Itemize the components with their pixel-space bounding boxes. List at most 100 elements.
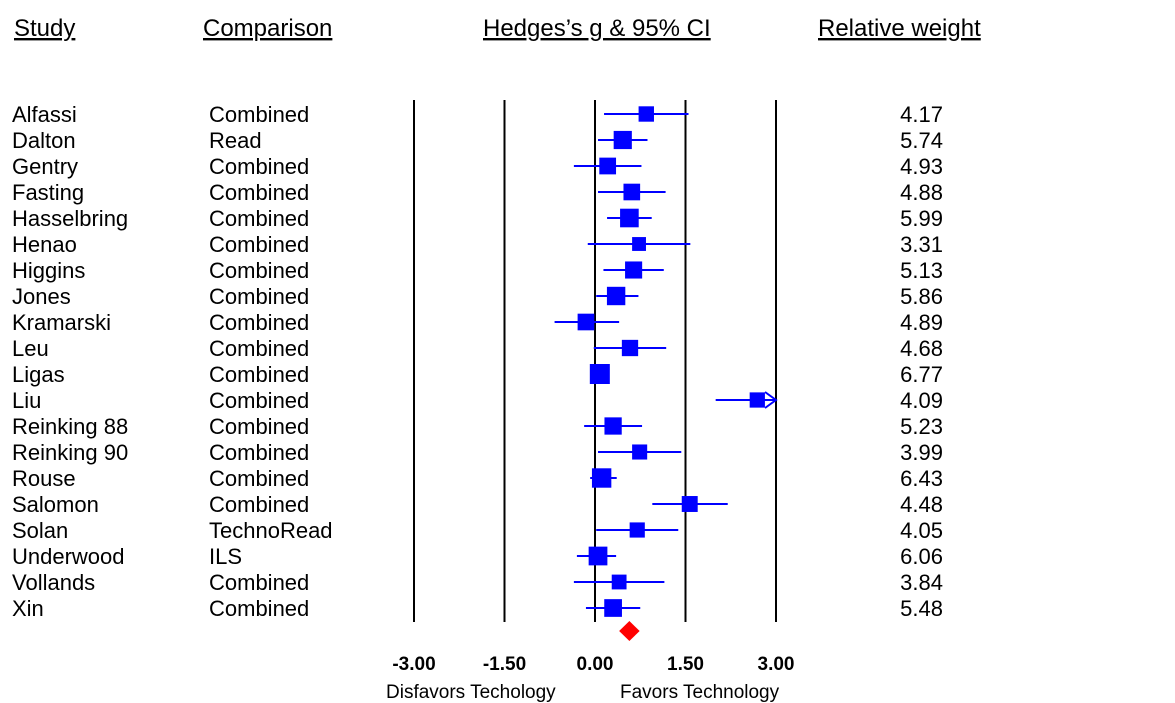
relative-weight: 5.23 <box>900 414 943 439</box>
study-row: Gentry Combined 4.93 <box>12 154 943 179</box>
relative-weight: 3.31 <box>900 232 943 257</box>
tick-label: 3.00 <box>758 654 795 675</box>
study-rows: Alfassi Combined 4.17 Dalton Read 5.74 Gentry C… <box>12 102 943 621</box>
study-name: Kramarski <box>12 310 111 335</box>
study-row: Liu Combined 4.09 <box>12 388 943 413</box>
comparison-label: Combined <box>209 466 309 491</box>
xlabel-disfavors: Disfavors Techology <box>386 682 556 703</box>
study-row: Reinking 88 Combined 5.23 <box>12 414 943 439</box>
header-effect: Hedges’s g & 95% CI <box>483 15 711 42</box>
study-name: Dalton <box>12 128 76 153</box>
study-row: Fasting Combined 4.88 <box>12 180 943 205</box>
study-row: Vollands Combined 3.84 <box>12 570 943 595</box>
relative-weight: 4.68 <box>900 336 943 361</box>
x-axis: -3.00 -1.50 0.00 1.50 3.00 <box>392 654 794 675</box>
comparison-label: Combined <box>209 440 309 465</box>
comparison-label: Combined <box>209 206 309 231</box>
comparison-label: Combined <box>209 336 309 361</box>
comparison-label: Combined <box>209 232 309 257</box>
study-name: Underwood <box>12 544 125 569</box>
effect-marker <box>611 574 627 590</box>
study-name: Henao <box>12 232 77 257</box>
study-row: Rouse Combined 6.43 <box>12 466 943 491</box>
comparison-label: Combined <box>209 362 309 387</box>
tick-label: 1.50 <box>667 654 704 675</box>
relative-weight: 5.13 <box>900 258 943 283</box>
relative-weight: 3.99 <box>900 440 943 465</box>
study-name: Higgins <box>12 258 85 283</box>
effect-marker <box>606 286 626 306</box>
effect-marker <box>613 130 632 150</box>
tick-label: -1.50 <box>483 654 526 675</box>
effect-marker <box>625 261 643 279</box>
study-row: Reinking 90 Combined 3.99 <box>12 440 943 465</box>
comparison-label: Combined <box>209 414 309 439</box>
relative-weight: 6.43 <box>900 466 943 491</box>
study-name: Solan <box>12 518 68 543</box>
study-row: Ligas Combined 6.77 <box>12 362 943 387</box>
header-comparison: Comparison <box>203 15 332 42</box>
study-row: Solan TechnoRead 4.05 <box>12 518 943 543</box>
study-name: Ligas <box>12 362 65 387</box>
comparison-label: Combined <box>209 102 309 127</box>
comparison-label: Combined <box>209 596 309 621</box>
study-row: Jones Combined 5.86 <box>12 284 943 309</box>
study-row: Hasselbring Combined 5.99 <box>12 206 943 231</box>
comparison-label: Combined <box>209 310 309 335</box>
relative-weight: 4.93 <box>900 154 943 179</box>
study-name: Alfassi <box>12 102 77 127</box>
relative-weight: 4.17 <box>900 102 943 127</box>
ci-arrow <box>764 391 778 409</box>
relative-weight: 4.89 <box>900 310 943 335</box>
study-row: Dalton Read 5.74 <box>12 128 943 153</box>
effect-marker <box>621 339 639 357</box>
tick-label: -3.00 <box>392 654 435 675</box>
study-row: Higgins Combined 5.13 <box>12 258 943 283</box>
study-row: Underwood ILS 6.06 <box>12 544 943 569</box>
study-name: Reinking 88 <box>12 414 128 439</box>
study-row: Kramarski Combined 4.89 <box>12 310 943 335</box>
effect-marker <box>623 183 641 201</box>
effect-marker <box>591 468 612 488</box>
effect-marker <box>599 157 617 175</box>
xlabel-favors: Favors Technology <box>620 682 780 703</box>
relative-weight: 3.84 <box>900 570 943 595</box>
relative-weight: 5.86 <box>900 284 943 309</box>
relative-weight: 4.48 <box>900 492 943 517</box>
comparison-label: TechnoRead <box>209 518 333 543</box>
effect-marker <box>577 313 595 331</box>
effect-marker <box>629 522 645 538</box>
effect-marker <box>749 392 765 408</box>
reference-lines <box>413 100 777 622</box>
comparison-label: Combined <box>209 284 309 309</box>
relative-weight: 6.06 <box>900 544 943 569</box>
relative-weight: 4.05 <box>900 518 943 543</box>
study-name: Jones <box>12 284 71 309</box>
study-name: Liu <box>12 388 41 413</box>
summary-diamond <box>619 621 640 641</box>
relative-weight: 4.09 <box>900 388 943 413</box>
study-name: Vollands <box>12 570 95 595</box>
study-name: Leu <box>12 336 49 361</box>
effect-marker <box>632 444 648 460</box>
relative-weight: 6.77 <box>900 362 943 387</box>
study-row: Salomon Combined 4.48 <box>12 492 943 517</box>
header-weight: Relative weight <box>818 15 981 42</box>
comparison-label: Combined <box>209 492 309 517</box>
study-name: Fasting <box>12 180 84 205</box>
study-name: Reinking 90 <box>12 440 128 465</box>
comparison-label: ILS <box>209 544 242 569</box>
study-name: Hasselbring <box>12 206 128 231</box>
comparison-label: Combined <box>209 388 309 413</box>
study-row: Xin Combined 5.48 <box>12 596 943 621</box>
effect-marker <box>632 237 646 251</box>
effect-marker <box>604 599 622 617</box>
study-name: Rouse <box>12 466 76 491</box>
study-row: Henao Combined 3.31 <box>12 232 943 257</box>
effect-marker <box>620 208 639 228</box>
study-name: Xin <box>12 596 44 621</box>
relative-weight: 5.48 <box>900 596 943 621</box>
effect-marker <box>589 364 610 384</box>
effect-marker <box>681 496 698 512</box>
